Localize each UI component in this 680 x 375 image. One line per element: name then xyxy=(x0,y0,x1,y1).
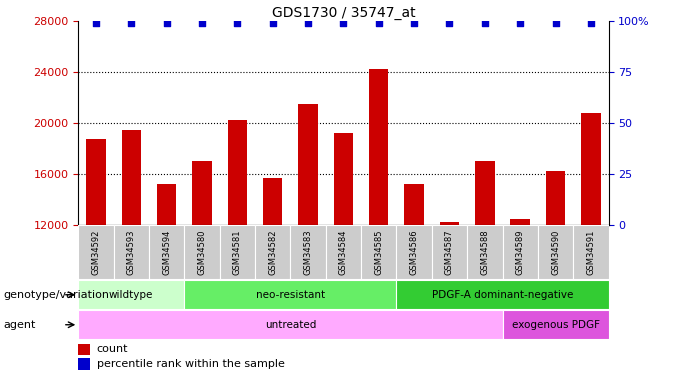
Text: percentile rank within the sample: percentile rank within the sample xyxy=(97,358,285,369)
Bar xyxy=(114,225,149,279)
Text: GSM34585: GSM34585 xyxy=(374,230,384,275)
Text: exogenous PDGF: exogenous PDGF xyxy=(511,320,600,330)
Point xyxy=(479,20,490,26)
Text: untreated: untreated xyxy=(265,320,316,330)
Title: GDS1730 / 35747_at: GDS1730 / 35747_at xyxy=(271,6,415,20)
Bar xyxy=(538,225,573,279)
Text: GSM34589: GSM34589 xyxy=(515,230,525,275)
Bar xyxy=(78,280,184,309)
Bar xyxy=(86,140,105,225)
Bar xyxy=(334,133,353,225)
Bar xyxy=(573,225,609,279)
Bar xyxy=(546,171,565,225)
Text: neo-resistant: neo-resistant xyxy=(256,290,325,300)
Point xyxy=(197,20,207,26)
Bar xyxy=(511,219,530,225)
Bar xyxy=(78,310,503,339)
Text: GSM34592: GSM34592 xyxy=(91,230,101,275)
Bar xyxy=(581,112,600,225)
Text: GSM34590: GSM34590 xyxy=(551,230,560,275)
Point xyxy=(90,20,101,26)
Bar xyxy=(78,225,114,279)
Bar xyxy=(122,130,141,225)
Bar xyxy=(361,225,396,279)
Point xyxy=(126,20,137,26)
Point xyxy=(515,20,526,26)
Text: GSM34591: GSM34591 xyxy=(586,230,596,275)
Bar xyxy=(184,225,220,279)
Bar xyxy=(396,280,609,309)
Point xyxy=(585,20,596,26)
Point xyxy=(338,20,349,26)
Bar xyxy=(475,161,494,225)
Text: GSM34584: GSM34584 xyxy=(339,230,348,275)
Text: count: count xyxy=(97,344,129,354)
Text: wildtype: wildtype xyxy=(109,290,154,300)
Point xyxy=(550,20,561,26)
Bar xyxy=(503,310,609,339)
Text: agent: agent xyxy=(3,320,36,330)
Bar xyxy=(149,225,184,279)
Point xyxy=(161,20,172,26)
Bar xyxy=(157,184,176,225)
Text: GSM34583: GSM34583 xyxy=(303,230,313,275)
Text: GSM34586: GSM34586 xyxy=(409,230,419,275)
Bar xyxy=(299,104,318,225)
Text: genotype/variation: genotype/variation xyxy=(3,290,109,300)
Text: GSM34588: GSM34588 xyxy=(480,230,490,275)
Point xyxy=(303,20,313,26)
Bar xyxy=(78,344,90,355)
Text: GSM34587: GSM34587 xyxy=(445,230,454,275)
Text: GSM34594: GSM34594 xyxy=(162,230,171,275)
Text: GSM34581: GSM34581 xyxy=(233,230,242,275)
Bar xyxy=(440,222,459,225)
Point xyxy=(232,20,243,26)
Bar xyxy=(326,225,361,279)
Bar xyxy=(192,161,211,225)
Point xyxy=(444,20,455,26)
Bar xyxy=(467,225,503,279)
Point xyxy=(409,20,420,26)
Point xyxy=(373,20,384,26)
Bar xyxy=(369,69,388,225)
Bar xyxy=(78,358,90,370)
Bar xyxy=(184,280,396,309)
Text: GSM34593: GSM34593 xyxy=(126,230,136,275)
Bar xyxy=(220,225,255,279)
Bar xyxy=(290,225,326,279)
Bar xyxy=(396,225,432,279)
Bar xyxy=(228,120,247,225)
Bar xyxy=(503,225,538,279)
Bar xyxy=(432,225,467,279)
Bar xyxy=(255,225,290,279)
Bar xyxy=(405,184,424,225)
Text: PDGF-A dominant-negative: PDGF-A dominant-negative xyxy=(432,290,573,300)
Bar xyxy=(263,178,282,225)
Text: GSM34582: GSM34582 xyxy=(268,230,277,275)
Text: GSM34580: GSM34580 xyxy=(197,230,207,275)
Point xyxy=(267,20,278,26)
